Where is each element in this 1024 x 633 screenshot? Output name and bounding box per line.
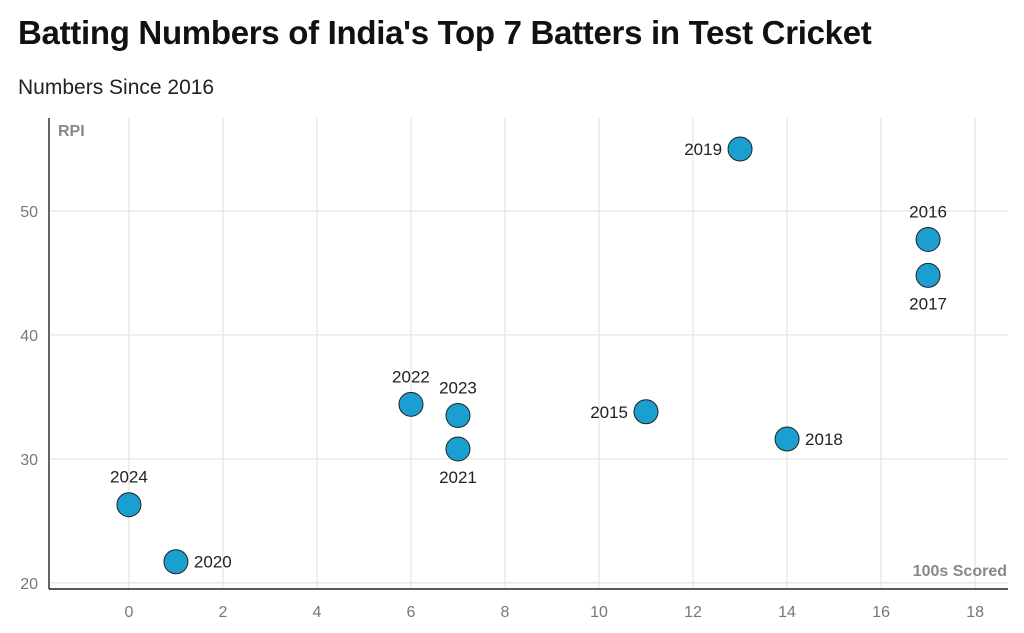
chart-subtitle: Numbers Since 2016 bbox=[18, 76, 215, 99]
point-label-2020: 2020 bbox=[194, 553, 232, 572]
x-tick-label: 4 bbox=[313, 604, 322, 621]
data-points bbox=[116, 136, 941, 575]
data-point-2017 bbox=[915, 262, 941, 288]
data-point-2016 bbox=[915, 226, 941, 252]
y-axis-title: RPI bbox=[58, 123, 85, 140]
point-label-2024: 2024 bbox=[110, 468, 148, 487]
data-point-2019 bbox=[727, 136, 753, 162]
x-axis-title: 100s Scored bbox=[913, 563, 1007, 580]
x-tick-label: 6 bbox=[407, 604, 416, 621]
chart-title: Batting Numbers of India's Top 7 Batters… bbox=[18, 14, 872, 51]
data-point-2020 bbox=[163, 549, 189, 575]
point-label-2022: 2022 bbox=[392, 367, 430, 386]
point-label-2021: 2021 bbox=[439, 468, 477, 487]
point-label-2016: 2016 bbox=[909, 202, 947, 221]
x-tick-label: 16 bbox=[872, 604, 890, 621]
point-labels: 2015 2016 2017 2018 2019 2020 2021 2022 2023 2024 bbox=[110, 140, 947, 572]
point-label-2015: 2015 bbox=[590, 403, 628, 422]
point-label-2019: 2019 bbox=[684, 140, 722, 159]
data-point-2024 bbox=[116, 492, 142, 518]
data-point-2023 bbox=[445, 402, 471, 428]
x-tick-label: 12 bbox=[684, 604, 702, 621]
grid-lines bbox=[49, 118, 1008, 589]
x-tick-label: 2 bbox=[218, 604, 227, 621]
x-tick-label: 18 bbox=[966, 604, 984, 621]
point-label-2023: 2023 bbox=[439, 378, 477, 397]
x-tick-label: 14 bbox=[778, 604, 796, 621]
x-tick-label: 8 bbox=[501, 604, 510, 621]
data-point-2022 bbox=[398, 391, 424, 417]
data-point-2015 bbox=[633, 399, 659, 425]
y-tick-label: 30 bbox=[20, 452, 38, 469]
x-tick-label: 0 bbox=[124, 604, 133, 621]
point-label-2017: 2017 bbox=[909, 294, 947, 313]
point-label-2018: 2018 bbox=[805, 430, 843, 449]
y-tick-label: 20 bbox=[20, 576, 38, 593]
data-point-2021 bbox=[445, 436, 471, 462]
x-tick-label: 10 bbox=[590, 604, 608, 621]
axes bbox=[48, 118, 1008, 590]
y-tick-label: 50 bbox=[20, 204, 38, 221]
tick-labels: 0 2 4 6 8 10 12 14 16 18 20 30 40 50 bbox=[20, 204, 984, 621]
data-point-2018 bbox=[774, 426, 800, 452]
y-tick-label: 40 bbox=[20, 328, 38, 345]
